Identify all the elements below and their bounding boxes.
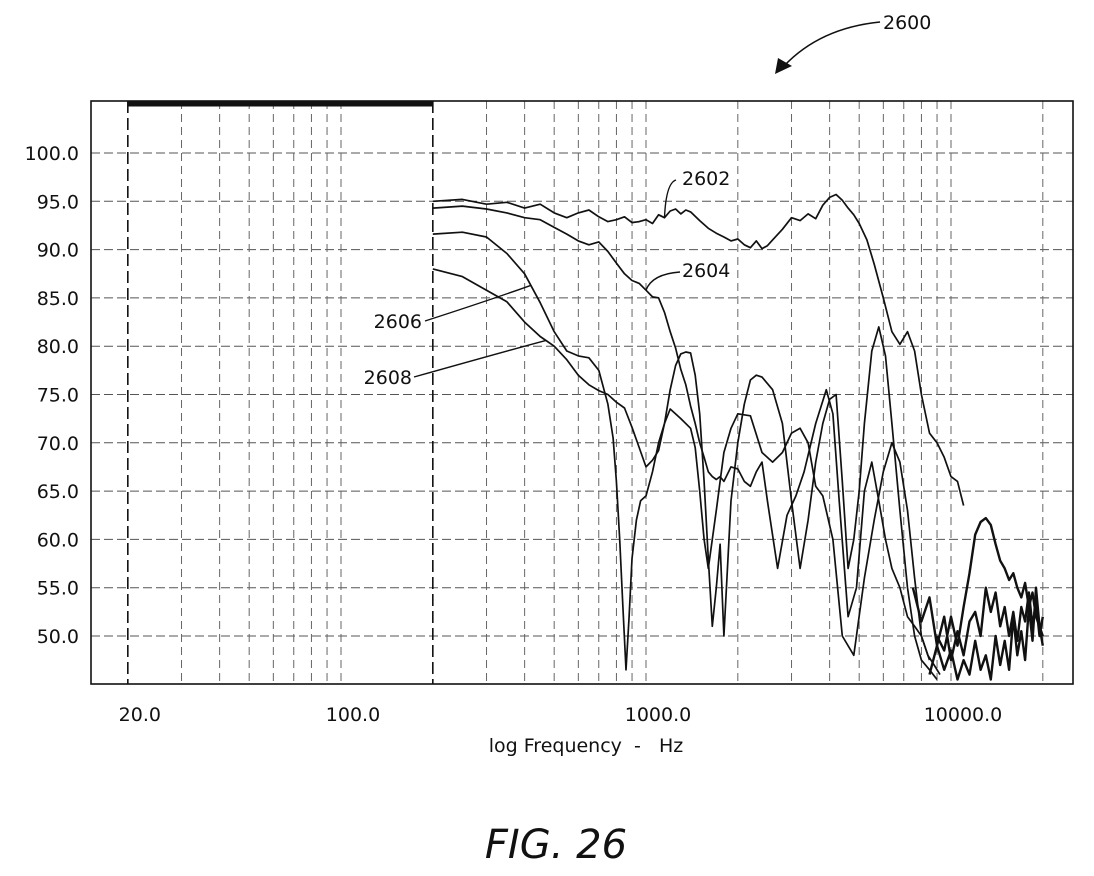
- y-tick-label: 55.0: [37, 578, 79, 600]
- x-axis-label: log Frequency - Hz: [489, 735, 683, 757]
- figure-ref-number: 2600: [883, 12, 931, 34]
- series-line-2608: [432, 268, 938, 681]
- y-tick-label: 70.0: [37, 433, 79, 455]
- y-tick-label: 85.0: [37, 288, 79, 310]
- y-tick-label: 50.0: [37, 626, 79, 648]
- annotation-leader-2606: [424, 284, 532, 322]
- grid-layer: [91, 101, 1073, 684]
- figure-ref: 2600: [775, 12, 931, 74]
- y-tick-label: 65.0: [37, 481, 79, 503]
- y-tick-label: 75.0: [37, 385, 79, 407]
- series-layer: [432, 193, 1044, 681]
- x-tick-label: 20.0: [119, 704, 161, 726]
- series-line-hf-6: [928, 586, 1044, 681]
- series-line-hf-5: [911, 586, 1044, 662]
- annotation-label-2602: 2602: [682, 168, 730, 190]
- figure-ref-arrow: [783, 21, 881, 67]
- series-line-2604: [432, 205, 941, 676]
- y-tick-labels: 100.0 95.0 90.0 85.0 80.0 75.0 70.0 65.0 60.0 55.…: [25, 143, 79, 648]
- x-tick-label: 10000.0: [924, 704, 1003, 726]
- x-tick-label: 1000.0: [625, 704, 691, 726]
- series-line-2606: [432, 231, 931, 671]
- y-tick-label: 60.0: [37, 529, 79, 551]
- y-tick-label: 95.0: [37, 191, 79, 213]
- annotation-label-2606: 2606: [374, 311, 422, 333]
- x-tick-labels: 20.0 100.0 1000.0 10000.0: [119, 704, 1003, 726]
- x-tick-label: 100.0: [326, 704, 380, 726]
- y-tick-label: 90.0: [37, 240, 79, 262]
- annotation-label-2608: 2608: [364, 367, 412, 389]
- arrowhead-icon: [775, 58, 792, 74]
- annotations-layer: 2602 2604 2606 2608: [364, 168, 731, 389]
- y-tick-label: 80.0: [37, 336, 79, 358]
- series-line-2602: [432, 193, 965, 506]
- annotation-label-2604: 2604: [682, 260, 730, 282]
- annotation-leader-2608: [413, 339, 547, 378]
- plot-frame: [90, 100, 1074, 685]
- figure-caption: FIG. 26: [485, 822, 627, 868]
- annotation-leader-2604: [645, 271, 681, 291]
- annotation-leader-2602: [663, 179, 677, 218]
- y-tick-label: 100.0: [25, 143, 79, 165]
